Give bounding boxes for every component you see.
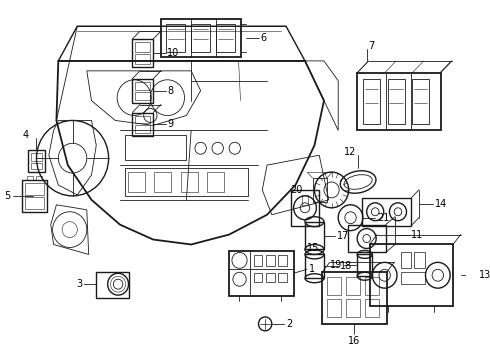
- Bar: [346, 299, 360, 317]
- Text: 16: 16: [348, 336, 361, 346]
- Bar: [229, 251, 294, 296]
- Text: 3: 3: [76, 279, 82, 289]
- Bar: [36, 176, 42, 180]
- Text: 7: 7: [368, 41, 375, 51]
- Bar: [365, 277, 379, 295]
- Text: 8: 8: [168, 86, 173, 96]
- Text: 21: 21: [377, 213, 390, 223]
- Bar: [327, 277, 341, 295]
- Bar: [302, 195, 308, 205]
- Bar: [254, 273, 262, 282]
- Bar: [22, 180, 47, 212]
- Bar: [278, 255, 287, 266]
- Bar: [363, 79, 380, 125]
- Bar: [357, 73, 441, 130]
- Text: 19: 19: [330, 260, 342, 270]
- Bar: [31, 163, 42, 169]
- Bar: [191, 24, 210, 52]
- Text: 12: 12: [344, 147, 357, 157]
- Bar: [132, 79, 153, 103]
- Text: 9: 9: [168, 120, 173, 130]
- Bar: [313, 178, 327, 202]
- Text: 14: 14: [435, 199, 447, 209]
- Bar: [25, 197, 44, 209]
- Text: 15: 15: [307, 243, 319, 252]
- Text: 13: 13: [479, 270, 490, 280]
- Bar: [388, 79, 405, 125]
- Bar: [327, 299, 341, 317]
- Bar: [132, 113, 153, 136]
- Bar: [348, 225, 386, 252]
- Bar: [181, 172, 198, 192]
- Bar: [135, 125, 150, 133]
- Bar: [278, 273, 287, 282]
- Bar: [135, 82, 150, 90]
- Text: 11: 11: [411, 230, 423, 239]
- Bar: [346, 277, 360, 295]
- Bar: [125, 168, 248, 196]
- Bar: [25, 183, 44, 195]
- Bar: [365, 299, 379, 317]
- Bar: [266, 273, 274, 282]
- Bar: [28, 150, 45, 172]
- Bar: [167, 24, 185, 52]
- Bar: [414, 252, 424, 268]
- Text: 20: 20: [291, 185, 303, 195]
- Bar: [362, 198, 411, 226]
- Bar: [216, 24, 235, 52]
- Bar: [27, 176, 33, 180]
- Bar: [31, 153, 42, 161]
- Bar: [291, 190, 319, 226]
- Bar: [401, 272, 424, 284]
- Bar: [369, 244, 453, 306]
- Text: 6: 6: [260, 33, 267, 43]
- Bar: [125, 135, 186, 160]
- Text: 4: 4: [23, 130, 29, 140]
- Bar: [135, 54, 150, 64]
- Bar: [135, 92, 150, 100]
- Bar: [412, 79, 429, 125]
- Bar: [357, 255, 372, 276]
- Bar: [207, 172, 224, 192]
- Text: 10: 10: [168, 48, 180, 58]
- Text: 2: 2: [286, 319, 292, 329]
- Text: 5: 5: [4, 191, 11, 201]
- Bar: [161, 19, 242, 57]
- Bar: [254, 255, 262, 266]
- Text: 18: 18: [340, 261, 352, 271]
- Bar: [127, 172, 145, 192]
- Text: 17: 17: [337, 230, 350, 240]
- Bar: [401, 252, 411, 268]
- Bar: [132, 39, 153, 67]
- Bar: [135, 116, 150, 123]
- Text: 1: 1: [309, 264, 315, 274]
- Bar: [266, 255, 274, 266]
- Bar: [96, 272, 129, 298]
- Bar: [305, 255, 324, 278]
- Bar: [322, 272, 387, 324]
- Bar: [135, 42, 150, 52]
- Bar: [305, 222, 324, 249]
- Bar: [154, 172, 171, 192]
